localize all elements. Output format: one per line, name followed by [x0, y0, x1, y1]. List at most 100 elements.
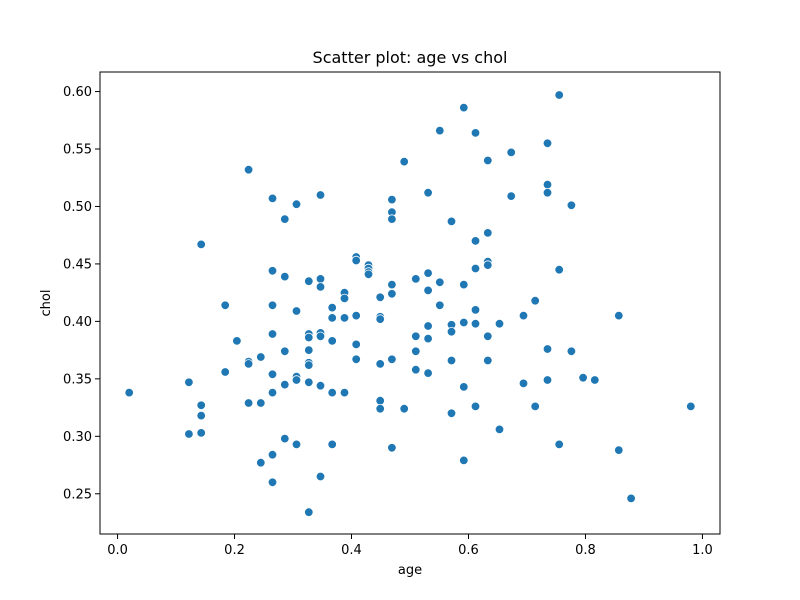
data-point: [280, 214, 290, 224]
data-point: [542, 375, 553, 385]
data-point: [470, 263, 481, 274]
data-point: [256, 398, 266, 408]
x-axis-label: age: [398, 563, 422, 578]
data-point: [375, 359, 385, 369]
data-point: [315, 471, 326, 482]
data-point: [220, 300, 230, 311]
x-tick-label: 0.8: [575, 543, 596, 558]
data-point: [327, 313, 337, 323]
data-point: [375, 396, 385, 406]
data-point: [566, 200, 577, 211]
data-point: [280, 346, 290, 357]
data-point: [267, 300, 278, 311]
data-point: [435, 125, 445, 136]
data-point: [494, 319, 505, 329]
data-point: [423, 321, 433, 331]
data-point: [304, 507, 314, 517]
data-point: [530, 296, 540, 306]
data-point: [280, 379, 290, 390]
data-point: [446, 216, 457, 227]
data-point: [351, 339, 361, 350]
data-point: [124, 387, 134, 398]
data-point: [446, 327, 457, 337]
y-tick-label: 0.55: [63, 143, 92, 158]
x-tick-label: 0.2: [224, 543, 245, 558]
data-point: [184, 377, 194, 388]
data-point: [483, 355, 493, 366]
x-tick-label: 0.6: [458, 543, 479, 558]
data-point: [267, 369, 278, 380]
y-tick-label: 0.25: [63, 487, 92, 502]
data-point: [399, 404, 409, 414]
data-point: [327, 387, 337, 398]
data-point: [566, 346, 577, 357]
data-point: [470, 305, 481, 315]
chart-title: Scatter plot: age vs chol: [313, 48, 508, 67]
data-point: [304, 377, 314, 388]
data-point: [387, 214, 397, 224]
data-point: [542, 344, 553, 354]
data-point: [542, 179, 553, 190]
x-tick-label: 0.0: [107, 543, 128, 558]
data-point: [435, 277, 445, 288]
data-point: [304, 345, 314, 355]
data-point: [542, 187, 553, 198]
data-point: [304, 360, 314, 370]
data-point: [483, 331, 493, 342]
data-point: [387, 289, 397, 299]
data-point: [267, 387, 278, 398]
data-point: [554, 439, 564, 450]
x-tick-label: 1.0: [692, 543, 713, 558]
data-point: [196, 410, 206, 421]
data-point: [351, 255, 361, 266]
data-point: [518, 378, 529, 389]
data-point: [494, 424, 505, 435]
data-point: [387, 279, 397, 290]
data-point: [256, 352, 266, 362]
data-point: [267, 450, 278, 460]
data-point: [626, 493, 636, 504]
data-point: [339, 313, 350, 323]
data-point: [196, 400, 206, 411]
data-point: [423, 268, 433, 278]
data-point: [256, 458, 266, 468]
y-tick-label: 0.45: [63, 257, 92, 272]
data-point: [291, 439, 302, 450]
data-point: [411, 274, 421, 284]
data-point: [315, 190, 326, 200]
data-point: [483, 155, 493, 166]
data-point: [304, 276, 314, 286]
data-point: [483, 228, 493, 238]
data-point: [483, 260, 493, 270]
data-point: [423, 368, 433, 378]
data-point: [423, 333, 433, 344]
data-point: [375, 404, 385, 414]
data-point: [459, 455, 469, 466]
data-point: [530, 401, 540, 412]
data-point: [470, 236, 481, 246]
data-point: [506, 191, 516, 201]
data-point: [459, 279, 469, 290]
data-point: [446, 408, 457, 419]
data-point: [291, 375, 302, 385]
data-point: [578, 373, 588, 383]
data-point: [304, 332, 314, 343]
y-tick-label: 0.60: [63, 85, 92, 100]
y-axis: 0.25 0.30 0.35 0.40 0.45 0.50 0.55 0.60: [63, 85, 100, 502]
data-point: [267, 477, 278, 488]
data-point: [375, 314, 385, 324]
data-point: [267, 193, 278, 204]
data-point: [590, 375, 600, 385]
data-point: [315, 282, 326, 292]
data-point: [470, 401, 481, 412]
data-point: [315, 381, 326, 391]
x-axis: 0.0 0.2 0.4 0.6 0.8 1.0: [107, 534, 713, 558]
data-point: [184, 429, 194, 439]
data-point: [351, 310, 361, 321]
data-point: [446, 355, 457, 366]
data-point: [542, 138, 553, 149]
y-tick-label: 0.30: [63, 430, 92, 445]
data-point: [614, 445, 624, 455]
data-point: [459, 382, 469, 392]
